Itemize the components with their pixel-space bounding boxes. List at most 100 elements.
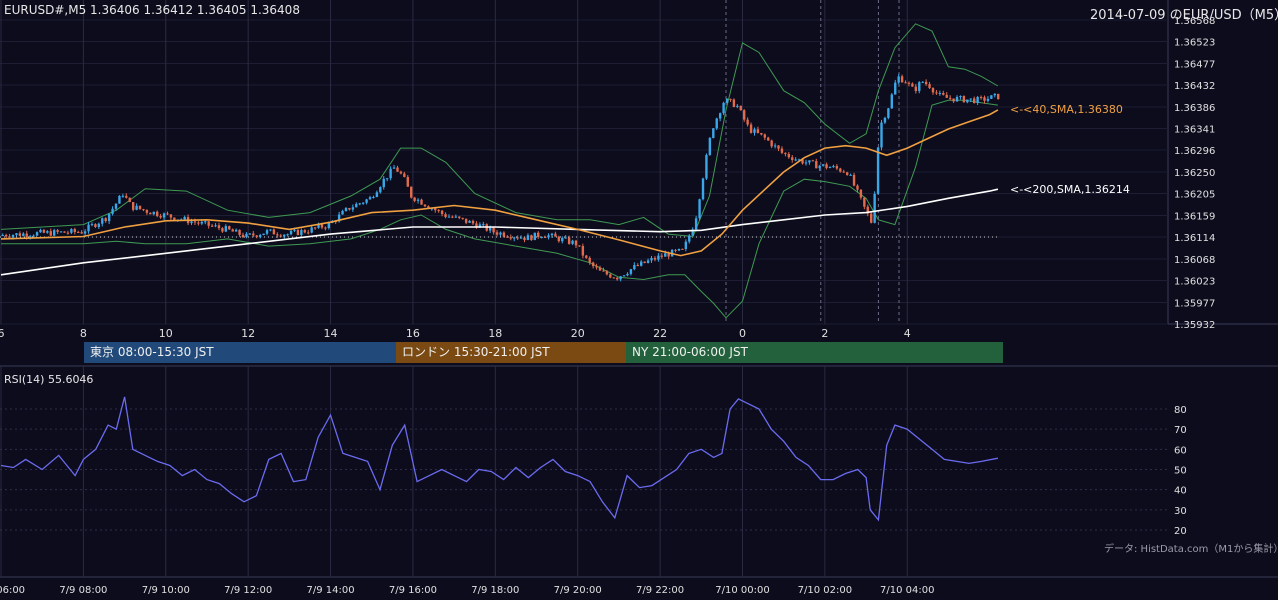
- candle-body: [530, 235, 533, 241]
- candle-body: [595, 266, 598, 268]
- candle-body: [581, 245, 585, 256]
- candle-body: [437, 210, 440, 212]
- candle-body: [121, 195, 125, 197]
- candle-body: [969, 98, 972, 100]
- candle-body: [307, 232, 310, 234]
- candle-body: [159, 216, 162, 218]
- candle-body: [557, 236, 561, 242]
- candle-body: [636, 265, 639, 267]
- candle-body: [959, 96, 962, 98]
- candle-body: [602, 270, 605, 272]
- price-tick-label: 1.36114: [1174, 233, 1215, 244]
- candle-body: [818, 165, 821, 169]
- candle-body: [389, 168, 392, 179]
- price-tick-label: 1.36568: [1174, 16, 1215, 27]
- candle-body: [773, 145, 777, 147]
- candle-body: [605, 271, 609, 275]
- source-note: データ: HistData.com（M1から集計）: [1104, 544, 1278, 555]
- candle-body: [609, 274, 612, 278]
- rsi-tick-label: 30: [1174, 506, 1187, 517]
- candle-body: [351, 207, 355, 210]
- candle-body: [49, 231, 52, 236]
- price-tick-label: 1.36159: [1174, 211, 1215, 222]
- sma200-line: [0, 188, 999, 276]
- candle-body: [70, 229, 73, 233]
- session-tokyo: 東京 08:00-15:30 JST: [84, 342, 396, 363]
- candle-body: [931, 87, 935, 93]
- candle-body: [313, 227, 317, 229]
- bottom-time-label: 7/9 06:00: [0, 585, 25, 596]
- candle-body: [361, 202, 365, 204]
- candle-body: [410, 186, 413, 198]
- candle-body: [519, 237, 523, 239]
- candle-body: [286, 234, 289, 236]
- bottom-time-label: 7/10 02:00: [798, 585, 852, 596]
- candle-body: [66, 232, 70, 234]
- time-axis: 7/9 06:00 7/9 08:00 7/9 10:00 7/9 12:00 7/9 …: [0, 585, 934, 596]
- candle-body: [39, 229, 42, 233]
- candle-body: [725, 98, 729, 103]
- candle-body: [492, 227, 495, 233]
- time-tick-label: 8: [80, 327, 87, 340]
- time-tick-label: 16: [406, 327, 420, 340]
- candle-body: [149, 212, 152, 215]
- bollinger-bands: [0, 23, 999, 319]
- candle-body: [502, 232, 506, 237]
- candle-body: [993, 93, 996, 96]
- candle-body: [784, 152, 787, 154]
- candle-body: [753, 129, 756, 133]
- candle-body: [15, 233, 18, 236]
- candle-body: [945, 94, 948, 98]
- candle-body: [567, 237, 571, 244]
- candle-body: [808, 160, 811, 163]
- candle-body: [1, 234, 4, 236]
- candle-body: [458, 216, 461, 218]
- candle-body: [183, 217, 186, 220]
- candle-body: [990, 95, 993, 99]
- time-tick-label: 22: [653, 327, 667, 340]
- candle-body: [413, 197, 416, 201]
- candle-body: [217, 225, 221, 229]
- candle-body: [746, 119, 749, 125]
- candle-body: [396, 167, 399, 172]
- time-tick-label: 12: [241, 327, 255, 340]
- candle-body: [128, 197, 131, 203]
- candle-body: [880, 122, 883, 148]
- candle-body: [101, 218, 104, 224]
- rsi-label: RSI(14) 55.6046: [4, 373, 94, 386]
- candle-body: [619, 276, 622, 280]
- candle-body: [674, 249, 677, 251]
- candle-body: [955, 97, 959, 102]
- price-tick-label: 1.35932: [1174, 320, 1215, 331]
- candle-body: [780, 148, 784, 153]
- candle-body: [190, 221, 193, 224]
- candle-body: [131, 202, 135, 210]
- candle-body: [138, 205, 142, 210]
- price-tick-label: 1.36523: [1174, 38, 1215, 49]
- candle-body: [25, 233, 28, 237]
- candle-body: [248, 233, 252, 235]
- candle-body: [883, 117, 887, 123]
- candle-body: [348, 208, 351, 210]
- price-axis: 1.36568 1.36523 1.36477 1.36432 1.36386 1.363…: [0, 16, 1215, 340]
- candle-body: [283, 234, 286, 237]
- candle-body: [289, 230, 293, 235]
- candle-body: [911, 83, 914, 87]
- candle-body: [207, 221, 210, 226]
- candle-body: [526, 235, 530, 241]
- candle-body: [399, 171, 403, 174]
- bottom-time-label: 7/9 10:00: [142, 585, 190, 596]
- candle-body: [310, 227, 313, 233]
- candle-body: [375, 192, 379, 197]
- candle-body: [571, 240, 574, 244]
- candle-body: [657, 255, 660, 260]
- price-tick-label: 1.36341: [1174, 125, 1215, 136]
- candle-body: [204, 221, 207, 223]
- candle-body: [615, 277, 619, 280]
- candle-body: [228, 226, 231, 230]
- rsi-tick-label: 60: [1174, 445, 1187, 456]
- sma200-label: <-<200,SMA,1.36214: [1010, 183, 1130, 196]
- candle-body: [22, 233, 25, 236]
- candle-body: [797, 159, 801, 161]
- candle-body: [914, 86, 918, 92]
